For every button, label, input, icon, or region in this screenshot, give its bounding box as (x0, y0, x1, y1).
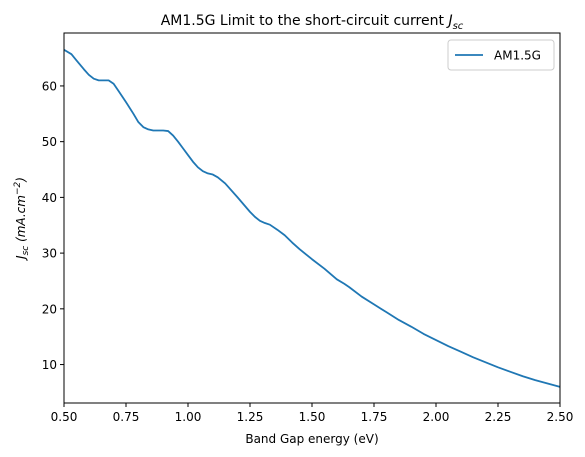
plot-area (63, 48, 561, 388)
y-tick-label: 20 (42, 302, 57, 316)
legend-label: AM1.5G (494, 49, 541, 63)
x-tick-label: 1.00 (175, 410, 202, 424)
series-line (63, 48, 561, 388)
x-tick-label: 0.75 (113, 410, 140, 424)
x-tick-label: 2.00 (423, 410, 450, 424)
x-axis-label: Band Gap energy (eV) (245, 432, 378, 446)
y-tick-label: 50 (42, 135, 57, 149)
y-tick-label: 60 (42, 79, 57, 93)
legend-box (447, 39, 555, 71)
x-tick-label: 1.25 (237, 410, 264, 424)
legend: AM1.5G (447, 39, 555, 71)
x-tick-label: 2.50 (547, 410, 574, 424)
x-axis: 0.50 0.75 1.00 1.25 1.50 1.75 2.00 2.25 2.50 (51, 403, 574, 424)
chart-title: AM1.5G Limit to the short-circuit curren… (161, 13, 464, 32)
axes-frame (63, 32, 561, 404)
y-axis: 10 20 30 40 50 60 (42, 79, 64, 372)
y-tick-label: 30 (42, 247, 57, 261)
x-tick-label: 0.50 (51, 410, 78, 424)
x-tick-label: 1.75 (361, 410, 388, 424)
x-tick-label: 2.25 (485, 410, 512, 424)
y-axis-label: Jsc (mA.cm−2) (13, 177, 31, 261)
y-tick-label: 10 (42, 358, 57, 372)
y-tick-label: 40 (42, 191, 57, 205)
x-tick-label: 1.50 (299, 410, 326, 424)
